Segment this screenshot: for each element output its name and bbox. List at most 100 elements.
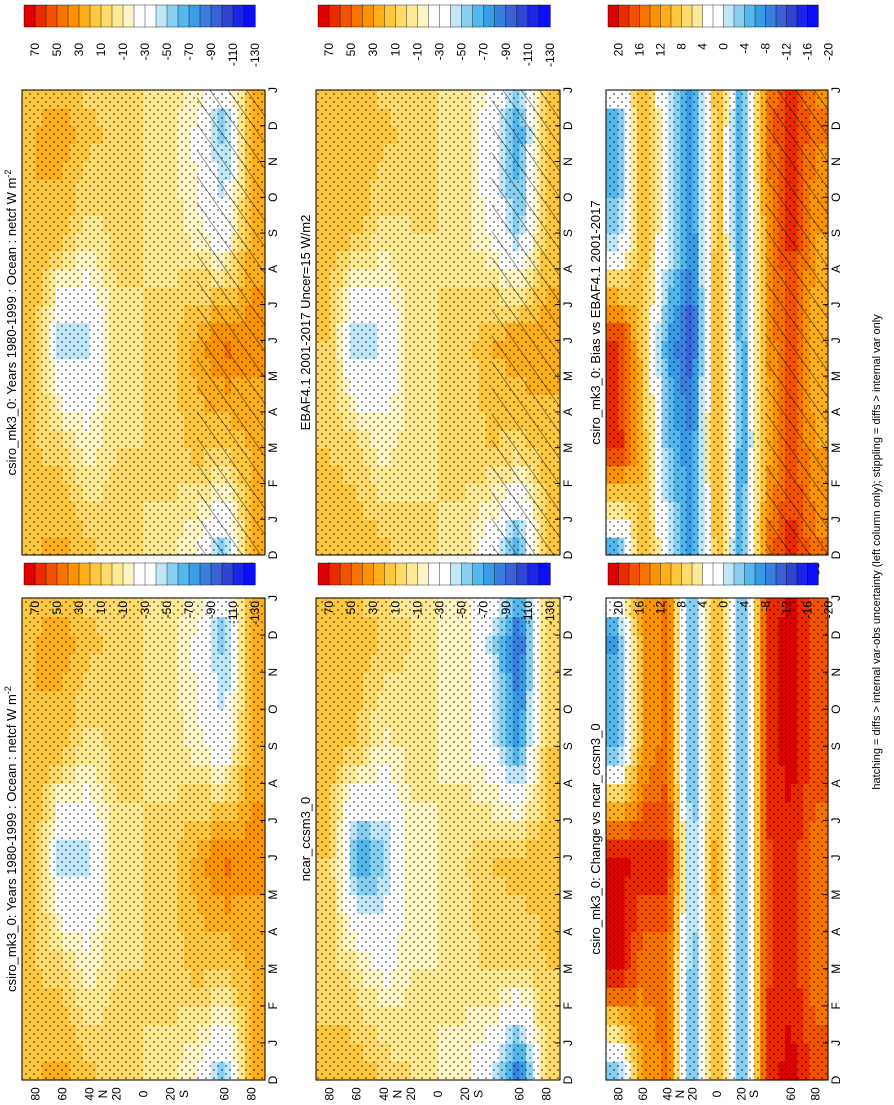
colorbar-swatch [451, 5, 462, 27]
colorbar-swatch [233, 563, 244, 585]
colorbar-tick-label: -70 [182, 43, 196, 61]
colorbar-swatch [495, 5, 506, 27]
colorbar-tick-label: 16 [633, 43, 647, 57]
month-tick-label: D [829, 121, 843, 130]
month-tick-label: M [266, 371, 280, 381]
colorbar-swatch [745, 5, 756, 27]
colorbar-tick-label: 70 [28, 601, 42, 615]
colorbar-swatch [200, 5, 211, 27]
colorbar-tick-label: 0 [717, 43, 731, 50]
month-tick-label: A [266, 408, 280, 416]
hatching-overlay [766, 90, 828, 555]
lat-tick-label: 0 [137, 1090, 151, 1097]
colorbar-swatch [650, 5, 661, 27]
month-tick-label: J [829, 337, 843, 343]
month-tick-label: M [829, 371, 843, 381]
colorbar-swatch [462, 5, 473, 27]
lat-tick-label: 60 [512, 1087, 526, 1101]
colorbar-swatch [68, 563, 79, 585]
month-tick-label: J [266, 1040, 280, 1046]
colorbar-tick-label: 10 [388, 43, 402, 57]
colorbar-swatch [787, 5, 798, 27]
lat-tick-label: N [96, 1090, 110, 1099]
colorbar-swatch [373, 5, 384, 27]
colorbar-swatch [189, 5, 200, 27]
colorbar-swatch [692, 5, 703, 27]
colorbar-swatch [539, 5, 550, 27]
month-tick-label: M [266, 443, 280, 453]
colorbar-tick-label: -10 [116, 43, 130, 61]
colorbar-swatch [24, 563, 35, 585]
panel-title: csiro_mk3_0: Bias vs EBAF4.1 2001-2017 [588, 200, 603, 444]
panel-title: csiro_mk3_0: Years 1980-1999 : Ocean : n… [3, 170, 19, 476]
colorbar-swatch [211, 563, 222, 585]
colorbar-tick-label: -50 [455, 43, 469, 61]
colorbar-tick-label: 70 [28, 43, 42, 57]
month-tick-label: S [266, 742, 280, 750]
colorbar-swatch [440, 5, 451, 27]
colorbar-swatch [808, 5, 819, 27]
colorbar-swatch [766, 5, 777, 27]
colorbar-swatch [189, 563, 200, 585]
colorbar-tick-label: -12 [780, 43, 794, 61]
month-tick-label: J [266, 337, 280, 343]
colorbar-swatch [724, 5, 735, 27]
month-tick-label: J [561, 87, 575, 93]
month-tick-label: J [829, 87, 843, 93]
panel-title: EBAF4.1 2001-2017 Uncer=15 W/m2 [298, 215, 313, 431]
colorbar-swatch [682, 5, 693, 27]
colorbar-tick-label: -4 [738, 43, 752, 54]
colorbar-tick-label: 12 [654, 43, 668, 57]
stippling-overlay [22, 598, 265, 1080]
colorbar-swatch [797, 5, 808, 27]
colorbar-swatch [517, 5, 528, 27]
colorbar-swatch [244, 5, 255, 27]
colorbar-swatch [134, 563, 145, 585]
month-tick-label: D [266, 630, 280, 639]
colorbar-swatch [528, 5, 539, 27]
stippling-overlay [316, 598, 560, 1080]
month-tick-label: A [829, 408, 843, 416]
lat-tick-label: 20 [164, 1087, 178, 1101]
lat-tick-label: 60 [218, 1087, 232, 1101]
colorbar-swatch [167, 5, 178, 27]
colorbar-swatch [123, 563, 134, 585]
month-tick-label: M [266, 964, 280, 974]
month-tick-label: D [561, 121, 575, 130]
colorbar-tick-label: 50 [344, 43, 358, 57]
colorbar-swatch [35, 563, 46, 585]
colorbar-tick-label: -70 [182, 601, 196, 619]
panel-grid: 806040N20020S6080DJFMAMJJASONDJcsiro_mk3… [3, 5, 843, 1101]
colorbar-swatch [79, 5, 90, 27]
colorbar: 70 50 30 10 -10 -30 -50 -70 -90 -110 -130 [24, 5, 262, 67]
month-tick-label: J [561, 516, 575, 522]
colorbar-tick-label: -90 [204, 601, 218, 619]
colorbar-tick-label: 30 [72, 43, 86, 57]
month-tick-label: D [266, 550, 280, 559]
colorbar-swatch [123, 5, 134, 27]
colorbar-swatch [57, 563, 68, 585]
panel-4: 80 60 40 N 20 0 20 S 60 80DJFMAMJJASONDJcsiro_mk3… [3, 563, 280, 1101]
colorbar-swatch [244, 563, 255, 585]
month-tick-label: N [829, 157, 843, 166]
colorbar-swatch [619, 5, 630, 27]
month-tick-label: N [561, 157, 575, 166]
month-tick-label: D [266, 1075, 280, 1084]
month-tick-label: O [829, 193, 843, 202]
colorbar-swatch [484, 5, 495, 27]
lat-tick-label: 60 [56, 1087, 70, 1101]
colorbar-swatch [211, 5, 222, 27]
panel-3: 806040N20020S6080DJFMAMJJASONDJcsiro_mk3… [588, 5, 843, 576]
month-tick-label: A [266, 779, 280, 787]
lat-tick-label: 40 [83, 1087, 97, 1101]
panel-title: csiro_mk3_0: Years 1980-1999 : Ocean : n… [3, 686, 19, 992]
colorbar-swatch [734, 5, 745, 27]
month-tick-label: A [829, 265, 843, 273]
colorbar-swatch [79, 563, 90, 585]
month-tick-label: F [829, 480, 843, 487]
lat-tick-label: 80 [245, 1087, 259, 1101]
colorbar-tick-label: -30 [138, 43, 152, 61]
month-tick-label: M [561, 443, 575, 453]
month-tick-label: F [561, 480, 575, 487]
colorbar: 70 50 30 10 -10 -30 -50 -70 -90 -110 -130 [318, 5, 557, 67]
